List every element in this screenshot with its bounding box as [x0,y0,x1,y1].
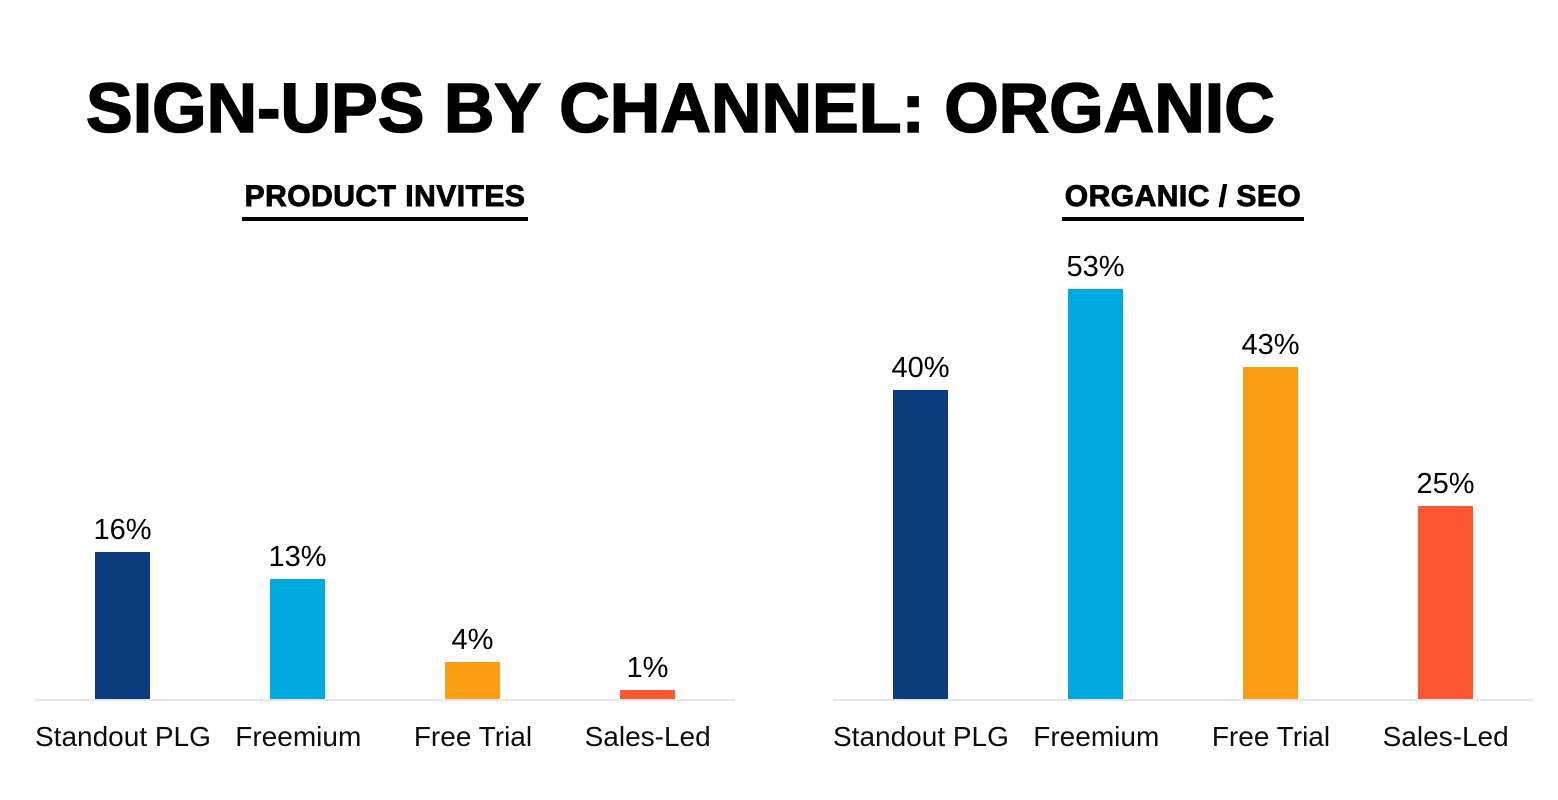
chart-product-invites: PRODUCT INVITES 16% 13% 4% 1% Standout P… [35,180,735,753]
bar-freemium [1068,289,1123,699]
bar-value-label: 13% [268,541,327,574]
bar-group-sales-led: 1% [560,652,735,699]
bar-sales-led [1418,506,1473,699]
x-axis-label-freemium: Freemium [235,721,362,752]
bar-value-label: 4% [451,624,494,657]
bar-group-free-trial: 4% [385,624,560,699]
plot-area-organic-seo: 40% 53% 43% 25% [833,226,1533,699]
bar-group-freemium: 13% [210,541,385,699]
bar-value-label: 53% [1066,251,1125,284]
bar-freemium [270,579,325,699]
page-title: SIGN-UPS BY CHANNEL: ORGANIC [85,68,1275,147]
bar-group-sales-led: 25% [1358,468,1533,699]
bar-group-standout-plg: 16% [35,514,210,699]
bar-group-freemium: 53% [1008,251,1183,699]
x-axis-label-freemium: Freemium [1033,721,1160,752]
bar-standout-plg [893,390,948,699]
x-axis-label-sales-led: Sales-Led [1382,721,1509,752]
bar-value-label: 43% [1241,329,1300,362]
x-axis-label-free-trial: Free Trial [413,721,533,752]
x-axis-labels: Standout PLG Freemium Free Trial Sales-L… [35,701,735,753]
x-axis-line [833,699,1533,701]
plot-area-product-invites: 16% 13% 4% 1% [35,226,735,699]
bar-value-label: 25% [1416,468,1475,501]
x-axis-label-sales-led: Sales-Led [584,721,711,752]
bar-value-label: 1% [626,652,669,685]
bar-group-free-trial: 43% [1183,329,1358,699]
bar-value-label: 16% [93,514,152,547]
x-axis-label-free-trial: Free Trial [1211,721,1331,752]
bar-group-standout-plg: 40% [833,352,1008,699]
chart-subtitle-organic-seo: ORGANIC / SEO [1061,180,1305,221]
bar-free-trial [1243,367,1298,699]
bar-sales-led [620,690,675,699]
bar-free-trial [445,662,500,699]
bar-standout-plg [95,552,150,699]
bar-value-label: 40% [891,352,950,385]
chart-subtitle-product-invites: PRODUCT INVITES [241,180,529,221]
chart-subtitle-row: PRODUCT INVITES [35,180,735,226]
x-axis-line [35,699,735,701]
x-axis-labels: Standout PLG Freemium Free Trial Sales-L… [833,701,1533,753]
x-axis-label-standout-plg: Standout PLG [35,721,211,752]
chart-subtitle-row: ORGANIC / SEO [833,180,1533,226]
x-axis-label-standout-plg: Standout PLG [833,721,1009,752]
chart-organic-seo: ORGANIC / SEO 40% 53% 43% 25% Standout P… [833,180,1533,753]
